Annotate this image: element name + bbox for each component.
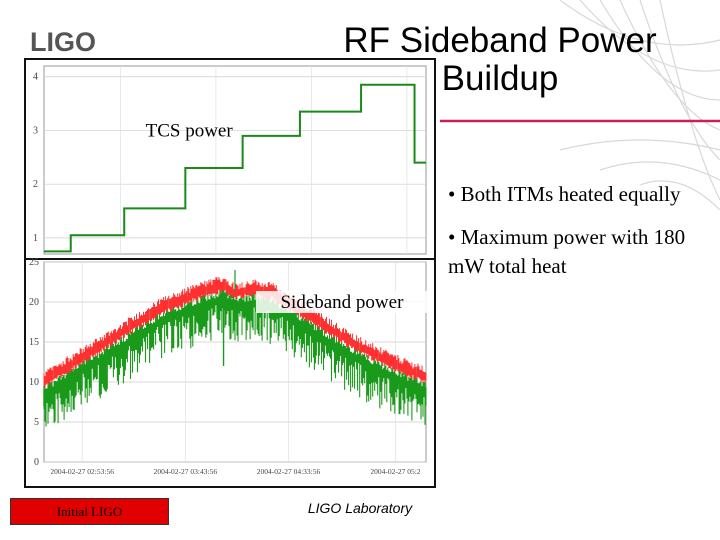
title-line-1: RF Sideband Power xyxy=(343,21,657,60)
sideband-power-label: Sideband power xyxy=(280,292,404,313)
tcs-y-tick-label: 3 xyxy=(33,125,38,136)
title-line-2: Buildup xyxy=(441,59,559,98)
tcs-y-tick-label: 2 xyxy=(33,179,38,190)
sideband-y-tick-label: 25 xyxy=(29,258,39,268)
sideband-y-tick-label: 0 xyxy=(34,457,39,468)
bullet-item: • Both ITMs heated equally xyxy=(448,182,681,206)
sideband-power-chart: 0 5 10 15 20 25 2004-02-27 02:53:56 2004-02-27 … xyxy=(24,258,436,476)
sideband-y-tick-label: 10 xyxy=(29,377,39,388)
tcs-power-chart: 1 2 3 4 TCS power xyxy=(33,65,427,255)
bullet-item: • Maximum power with 180 mW total heat xyxy=(448,225,686,278)
logo-text: LIGO xyxy=(30,28,96,54)
footer-initial-ligo: Initial LIGO xyxy=(10,498,169,525)
bullet-list: • Both ITMs heated equally • Maximum pow… xyxy=(448,180,718,295)
sideband-x-tick-label: 2004-02-27 03:43:56 xyxy=(154,467,218,476)
slide-title: RF Sideband Power Buildup xyxy=(300,22,700,98)
sideband-label-bg xyxy=(255,291,428,313)
tcs-power-label: TCS power xyxy=(146,120,234,141)
tcs-y-tick-label: 4 xyxy=(33,72,38,83)
tcs-y-tick-label: 1 xyxy=(33,233,38,244)
sideband-x-tick-label: 2004-02-27 04:33:56 xyxy=(257,467,321,476)
sideband-y-tick-label: 20 xyxy=(29,297,39,308)
footer-ligo-laboratory: LIGO Laboratory xyxy=(307,500,413,516)
tcs-plot-area xyxy=(43,65,427,255)
sideband-y-tick-label: 15 xyxy=(29,337,39,348)
sideband-y-tick-label: 5 xyxy=(34,417,39,428)
sideband-x-tick-label: 2004-02-27 02:53:56 xyxy=(50,467,114,476)
sideband-x-tick-label: 2004-02-27 05:2 xyxy=(370,467,420,476)
tcs-power-series xyxy=(44,83,426,253)
ligo-logo: LIGO xyxy=(30,27,110,59)
